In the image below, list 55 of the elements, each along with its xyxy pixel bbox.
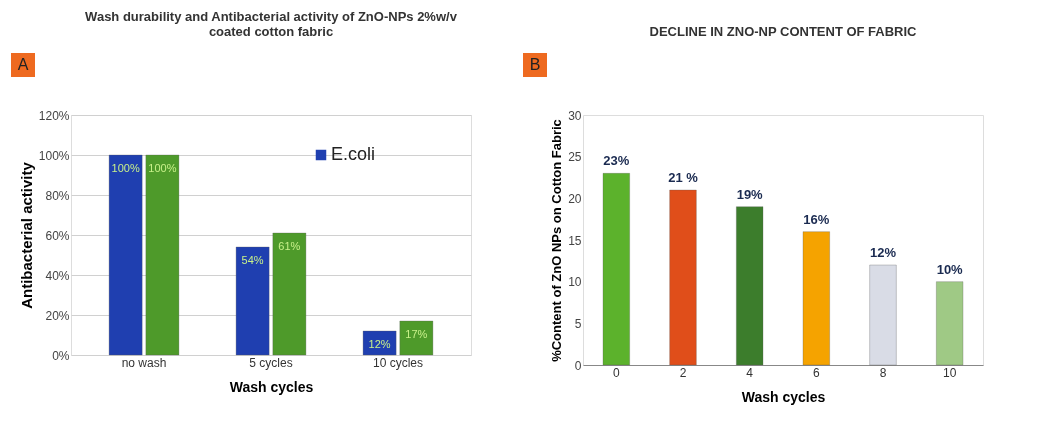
x-axis-title: Wash cycles — [741, 388, 826, 405]
y-tick-label: 25 — [568, 150, 582, 165]
y-tick-label: 60% — [45, 228, 70, 243]
bar — [399, 320, 434, 356]
data-label: 17% — [405, 328, 428, 340]
bar — [669, 189, 697, 366]
data-label: 16% — [803, 211, 830, 227]
data-label: 100% — [148, 162, 177, 174]
data-label: 12% — [869, 245, 897, 260]
x-tick-label: 10 — [942, 365, 957, 380]
y-tick-label: 120% — [38, 108, 70, 123]
y-tick-label: 80% — [45, 188, 70, 203]
data-label: 100% — [111, 162, 140, 174]
text: B — [529, 56, 541, 73]
y-tick-label: 100% — [38, 148, 70, 163]
bar — [362, 330, 397, 356]
bar — [935, 281, 964, 366]
x-axis-title: Wash cycles — [229, 378, 314, 395]
x-tick-label: 6 — [812, 365, 820, 380]
bar — [145, 154, 180, 356]
bar — [235, 246, 270, 356]
y-axis-title: Antibacterial activity — [17, 161, 35, 309]
data-label: 21 % — [668, 170, 699, 185]
bar — [735, 206, 764, 366]
x-tick-label: 8 — [879, 365, 887, 380]
data-label: 19% — [736, 186, 764, 202]
x-tick-label: 10 cycles — [372, 355, 423, 370]
chart-title: Wash durability and Antibacterial activity of ZnO-NPs 2%w/v coated cotton fabric — [85, 9, 458, 39]
y-tick-label: 40% — [45, 268, 70, 283]
data-label: 54% — [241, 254, 264, 266]
y-tick-label: 20 — [568, 191, 582, 206]
y-tick-label: 20% — [45, 308, 70, 323]
y-tick-label: 15 — [568, 233, 582, 248]
y-tick-label: 0% — [52, 348, 70, 363]
y-axis-title: %Content of ZnO NPs on Cotton Fabric — [549, 119, 565, 362]
x-tick-label: 4 — [746, 365, 754, 380]
bar — [802, 231, 831, 366]
x-tick-label: 0 — [612, 365, 620, 380]
x-tick-label: 2 — [679, 365, 687, 380]
chart-title: DECLINE IN ZNO-NP CONTENT OF FABRIC — [649, 24, 918, 39]
legend-label: E.coli — [331, 144, 376, 164]
y-tick-label: 5 — [574, 316, 582, 331]
data-label: 61% — [278, 240, 301, 252]
bar — [602, 172, 631, 366]
bar — [272, 232, 307, 356]
bar — [108, 154, 143, 356]
x-tick-label: no wash — [121, 355, 167, 370]
text: A — [17, 56, 29, 73]
data-label: 10% — [936, 261, 964, 277]
bar — [869, 264, 897, 366]
data-label: 12% — [368, 338, 391, 350]
x-tick-label: 5 cycles — [249, 355, 293, 370]
data-label: 23% — [603, 153, 630, 169]
y-tick-label: 30 — [568, 108, 582, 123]
y-tick-label: 10 — [568, 275, 582, 290]
